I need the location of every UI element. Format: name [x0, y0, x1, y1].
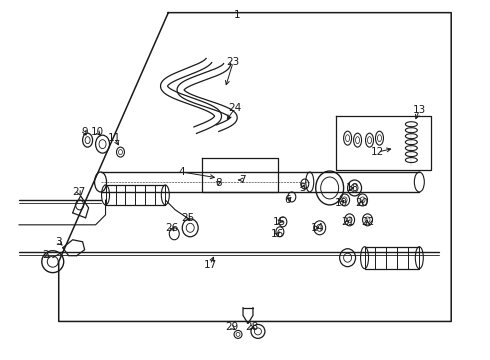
Text: 1: 1: [234, 10, 240, 20]
Text: 27: 27: [72, 187, 85, 197]
Text: 24: 24: [228, 103, 242, 113]
Text: 7: 7: [239, 175, 245, 185]
Text: 10: 10: [91, 127, 104, 137]
Text: 19: 19: [335, 198, 348, 208]
Text: 2: 2: [43, 250, 49, 260]
Text: 29: 29: [225, 323, 239, 332]
Text: 26: 26: [166, 223, 179, 233]
Text: 17: 17: [203, 260, 217, 270]
Text: 6: 6: [285, 195, 291, 205]
Text: 3: 3: [55, 237, 62, 247]
Text: 28: 28: [245, 323, 259, 332]
Text: 16: 16: [271, 229, 285, 239]
Text: 25: 25: [182, 213, 195, 223]
Text: 23: 23: [226, 58, 240, 67]
Text: 13: 13: [413, 105, 426, 115]
Text: 12: 12: [371, 147, 384, 157]
Text: 8: 8: [215, 178, 221, 188]
Text: 9: 9: [81, 127, 88, 137]
Text: 5: 5: [299, 183, 306, 193]
Text: 15: 15: [273, 217, 287, 227]
Text: 18: 18: [346, 183, 359, 193]
Text: 22: 22: [361, 217, 374, 227]
Text: 14: 14: [311, 223, 324, 233]
Text: 4: 4: [179, 167, 186, 177]
Text: 20: 20: [355, 198, 368, 208]
Text: 21: 21: [341, 217, 354, 227]
Text: 11: 11: [108, 133, 121, 143]
